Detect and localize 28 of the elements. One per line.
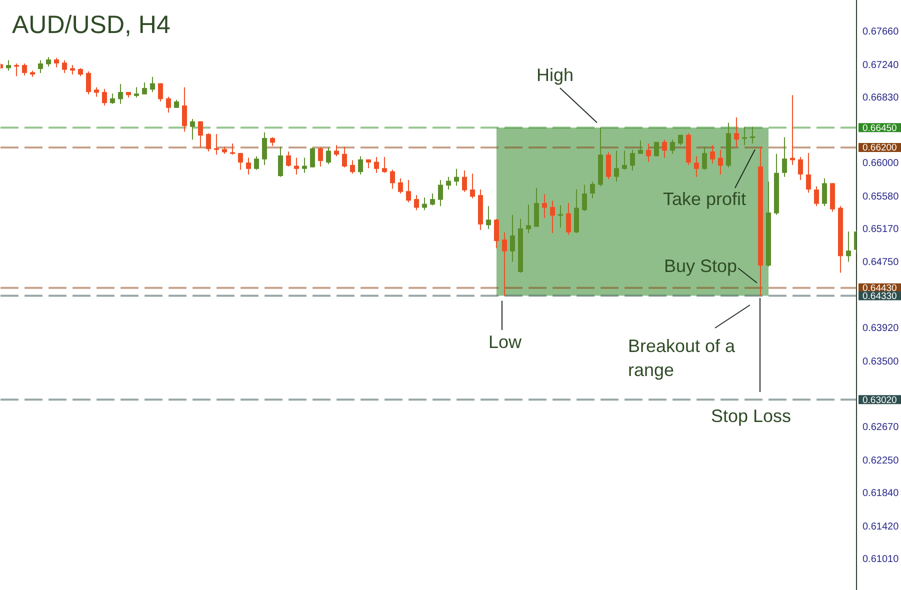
candlestick xyxy=(750,126,755,144)
y-tick-label: 0.67240 xyxy=(862,60,900,71)
y-tick-label: 0.66000 xyxy=(862,158,900,170)
y-tick-label: 0.66830 xyxy=(862,92,900,104)
annotation: Breakout of a range xyxy=(628,336,736,380)
annotation: Stop Loss xyxy=(710,406,792,426)
annotation: Buy Stop xyxy=(664,256,738,276)
y-tick-label: 0.64750 xyxy=(862,257,900,268)
y-tick-label: 0.63500 xyxy=(862,356,900,368)
y-tick-label: 0.61420 xyxy=(862,521,900,532)
annotation: High xyxy=(536,64,574,85)
ref-line-label: 0.64330 xyxy=(862,290,897,302)
ref-line-label: 0.63020 xyxy=(862,394,897,406)
y-tick-label: 0.67660 xyxy=(862,26,900,38)
text: AUD/USD, H4 xyxy=(12,10,170,39)
y-tick-label: 0.61840 xyxy=(862,488,900,500)
y-tick-label: 0.62250 xyxy=(862,455,900,466)
annotation: Take profit xyxy=(663,188,746,209)
y-tick-label: 0.62670 xyxy=(862,422,900,434)
candlestick xyxy=(558,205,563,228)
y-tick-label: 0.63920 xyxy=(862,323,900,334)
annotation: Low xyxy=(488,332,523,352)
ref-line-label: 0.66450 xyxy=(862,122,897,134)
y-tick-label: 0.65170 xyxy=(862,224,900,235)
y-tick-label: 0.65580 xyxy=(862,191,900,202)
ref-line-label: 0.66200 xyxy=(862,142,897,154)
y-tick-label: 0.61010 xyxy=(862,554,900,565)
candlestick xyxy=(214,134,219,155)
